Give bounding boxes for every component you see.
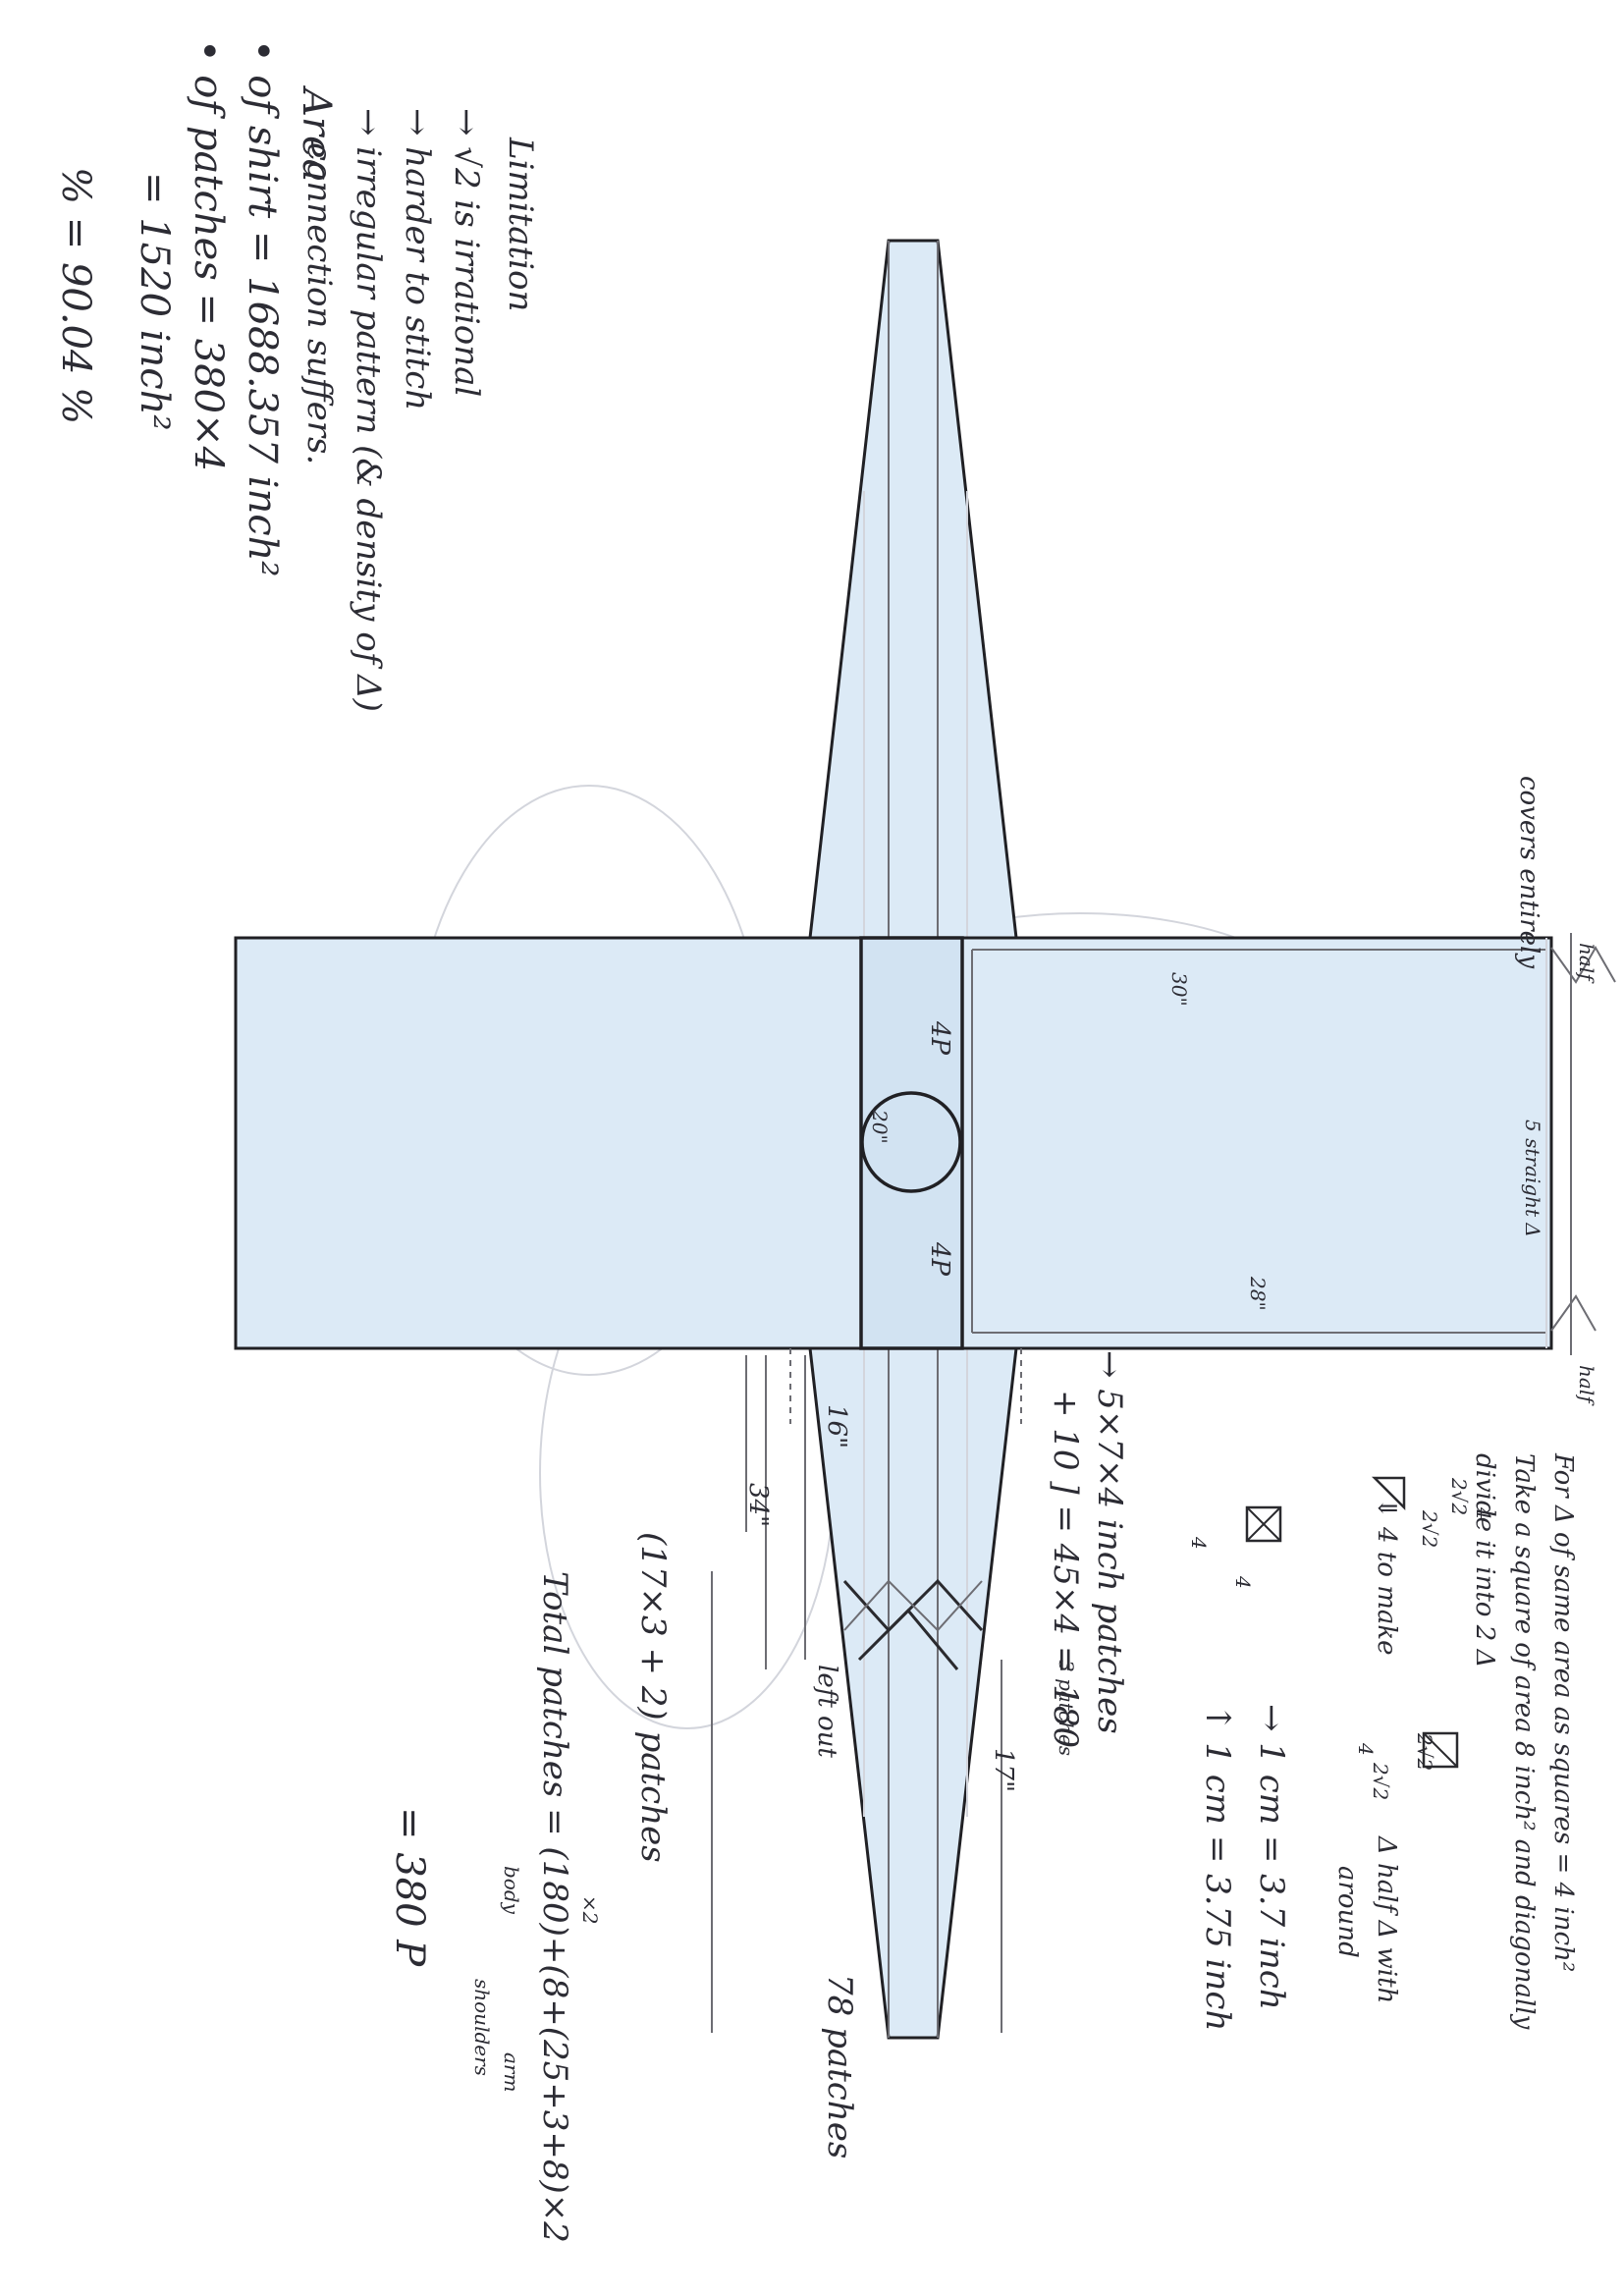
calc-body-label: body <box>500 1866 523 1915</box>
arm-patch-triangles <box>842 1578 984 1670</box>
tri-label-4c: 4 <box>1231 1575 1255 1589</box>
calc-line-1: → 5×7×4 inch patches <box>1090 1350 1129 1734</box>
calc-x2: ×2 <box>578 1895 602 1924</box>
calc-line-2: + 10 ] = 45×4 = 180 <box>1046 1390 1085 1748</box>
dim-30-label: 30" <box>1167 972 1191 1007</box>
limitation-line3: → irregular pattern (& density of Δ) <box>349 108 388 712</box>
calc-shoulders-label: shoulders <box>470 1979 494 2076</box>
tri-label-4a: 4 <box>1472 1506 1495 1520</box>
area-patches-eq: = 1520 inch² <box>132 172 177 431</box>
half-top-label: half <box>1575 943 1598 984</box>
limitation-line2: → harder to stitch <box>398 108 437 410</box>
body-panel <box>234 936 1616 1350</box>
right-note-2: Take a square of area 8 inch² and diagon… <box>1509 1453 1539 2030</box>
calc-left-out: left out <box>812 1665 841 1758</box>
right-cm-1: → 1 cm = 3.7 inch <box>1252 1704 1291 2010</box>
calc-thirtyfour: 34" <box>743 1483 773 1527</box>
p4-top-label: 4P <box>925 1020 954 1056</box>
tri-label-4d: 4 <box>1354 1742 1378 1756</box>
calc-sixteen: 16" <box>822 1404 851 1449</box>
calc-result: = 380 P <box>387 1807 432 1967</box>
dim-20-label: 20" <box>868 1109 892 1144</box>
right-around: around <box>1332 1866 1362 1958</box>
calc-seventy-eight: 78 patches <box>820 1974 859 2159</box>
covers-entirely-label: covers entirely <box>1514 776 1543 968</box>
limitation-line1: → √2 is irrational <box>447 108 486 397</box>
p4-bottom-label: 4P <box>925 1241 954 1277</box>
half-bottom-label: half <box>1575 1365 1598 1406</box>
area-percent: % = 90.04 % <box>53 167 98 424</box>
five-straight-label: 5 straight Δ <box>1521 1120 1544 1237</box>
right-cm-2: ↑ 1 cm = 3.75 inch <box>1198 1704 1237 2031</box>
right-half-triangle: Δ half Δ with <box>1372 1835 1401 2003</box>
area-heading: Area <box>294 84 339 183</box>
dimension-lines <box>711 933 1572 2033</box>
calc-three-patches: 3 patches <box>1055 1660 1078 1756</box>
area-shirt: • of shirt = 1688.357 inch² <box>240 39 285 576</box>
tri-label-4b: 4 <box>1187 1536 1211 1550</box>
tri-label-2r2d: 2√2 <box>1369 1762 1392 1800</box>
area-patches: • of patches = 380×4 <box>186 39 231 471</box>
triangle-square-icon-2 <box>1422 1731 1459 1769</box>
calc-total: Total patches = (180)+(8+(25+3+8)×2 <box>535 1571 574 2243</box>
limitation-line4: connection suffers. <box>299 142 339 465</box>
calc-arm-patches: (17×3 + 2) patches <box>633 1532 673 1863</box>
tri-label-2r2b: 2√2 <box>1447 1477 1471 1515</box>
tri-label-2r2a: 2√2 <box>1418 1509 1441 1548</box>
right-note-1: For Δ of same area as squares = 4 inch² <box>1548 1452 1578 1972</box>
neck-band <box>859 936 964 1350</box>
neck-hole <box>860 1091 962 1193</box>
right-to-make: ⇓ 4 to make <box>1372 1498 1401 1656</box>
limitation-heading: Limitation <box>501 137 540 311</box>
calc-seventeen: 17" <box>989 1748 1018 1792</box>
calc-arm-label: arm <box>500 2052 523 2092</box>
right-note-3: divide it into 2 Δ <box>1470 1453 1499 1667</box>
triangle-square-icon <box>1245 1505 1282 1543</box>
triangle-diagonal-icon <box>1371 1476 1406 1511</box>
dim-28-label: 28" <box>1246 1276 1270 1311</box>
